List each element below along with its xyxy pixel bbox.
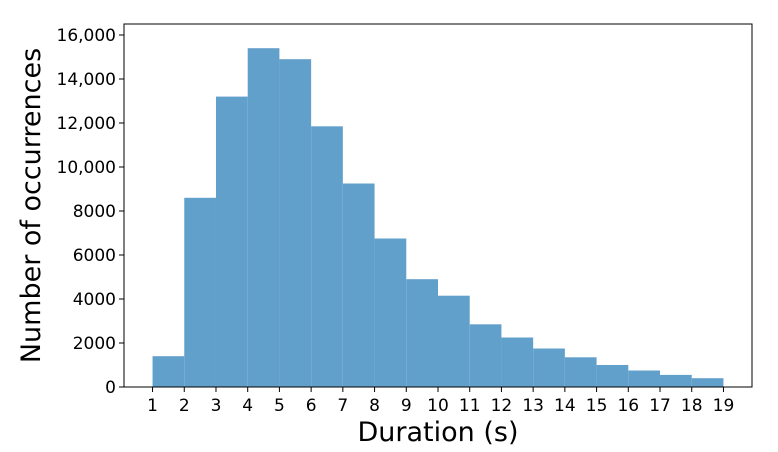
histogram-bar	[628, 370, 661, 387]
y-tick-label: 16,000	[57, 26, 116, 46]
histogram-bar	[247, 48, 280, 387]
histogram-bar	[311, 126, 343, 388]
histogram-bar	[374, 238, 407, 387]
y-tick-label: 14,000	[57, 70, 116, 90]
histogram-bar	[279, 59, 312, 387]
histogram-bar	[533, 348, 565, 387]
histogram-bar	[342, 183, 375, 387]
y-tick-label: 12,000	[57, 114, 116, 134]
histogram-bar	[564, 357, 597, 387]
x-tick-label: 19	[713, 396, 735, 416]
y-tick-label: 10,000	[57, 158, 116, 178]
histogram-bar	[691, 378, 724, 387]
y-tick-label: 8000	[73, 202, 116, 222]
histogram-bar	[501, 337, 534, 387]
x-tick-label: 13	[522, 396, 544, 416]
histogram-bar	[596, 365, 629, 387]
y-axis-ticks: 0 2000 4000 6000 8000 10,000 12,000 14,000 16,00…	[57, 26, 124, 398]
x-tick-label: 15	[586, 396, 608, 416]
histogram-bar	[215, 96, 248, 387]
x-tick-label: 17	[649, 396, 671, 416]
x-tick-label: 7	[337, 396, 348, 416]
y-tick-label: 6000	[73, 246, 116, 266]
y-axis-label: Number of occurrences	[16, 48, 47, 363]
x-tick-label: 14	[554, 396, 576, 416]
x-tick-label: 2	[179, 396, 190, 416]
x-tick-label: 16	[617, 396, 639, 416]
y-tick-label: 0	[105, 378, 116, 398]
x-tick-label: 8	[369, 396, 380, 416]
y-tick-label: 4000	[73, 290, 116, 310]
x-tick-label: 5	[274, 396, 285, 416]
x-tick-label: 18	[681, 396, 703, 416]
bars-group	[152, 48, 724, 388]
x-axis-ticks: 1 2 3 4 5 6 7 8 9 10 11 12 13 14 15 16 17 18 19	[147, 387, 734, 416]
x-tick-label: 11	[459, 396, 481, 416]
histogram-bar	[438, 295, 470, 387]
x-tick-label: 1	[147, 396, 158, 416]
x-axis-label: Duration (s)	[358, 417, 519, 448]
x-tick-label: 12	[491, 396, 513, 416]
histogram-bar	[184, 197, 216, 387]
histogram-bar	[469, 324, 502, 387]
histogram-bar	[660, 374, 692, 387]
y-tick-label: 2000	[73, 334, 116, 354]
x-tick-label: 4	[242, 396, 253, 416]
x-tick-label: 9	[401, 396, 412, 416]
histogram-bar	[152, 356, 185, 387]
x-tick-label: 10	[427, 396, 449, 416]
histogram-bar	[406, 279, 438, 387]
x-tick-label: 3	[211, 396, 222, 416]
x-tick-label: 6	[306, 396, 317, 416]
